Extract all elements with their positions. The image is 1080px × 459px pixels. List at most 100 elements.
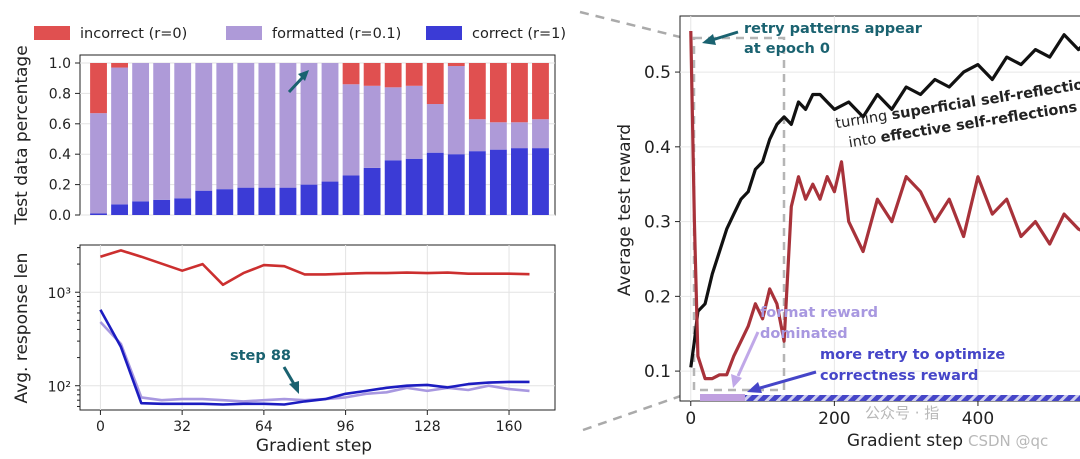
reward-series-red <box>689 30 1080 381</box>
bar-y-tick-label: 1.0 <box>49 56 71 72</box>
bar-segment <box>447 63 465 67</box>
bar-segment <box>153 63 171 200</box>
length-x-tick-label: 96 <box>337 419 355 435</box>
bar-segment <box>153 199 171 215</box>
more-retry-arrow-head <box>747 382 762 393</box>
bar-annotation-arrow-head <box>298 70 309 81</box>
watermark: 公众号 · 指 CSDN @qc <box>865 404 1048 450</box>
retry-annotation: retry patterns appear at epoch 0 <box>702 21 923 57</box>
length-y-axis-label: Avg. response len <box>12 253 32 404</box>
bar-segment <box>321 63 339 182</box>
bar-segment <box>532 148 549 215</box>
bar-segment <box>468 63 486 120</box>
legend-label-formatted: formatted (r=0.1) <box>272 26 401 42</box>
zoom-connector-bottom <box>582 390 693 432</box>
length-panel: 0 32 64 96 128 160 10² 10³ Avg. response len Gr… <box>12 244 556 456</box>
bar-segment <box>489 63 507 123</box>
bar-segment <box>90 63 107 114</box>
reward-y-axis-label: Average test reward <box>615 124 635 296</box>
bar-y-tick-label: 0.6 <box>49 117 71 133</box>
bar-segment <box>195 63 213 191</box>
bar-segment <box>405 158 423 215</box>
bar-segment <box>279 187 297 215</box>
length-series-correct <box>99 309 530 406</box>
bar-segment <box>174 63 192 199</box>
bar-segment <box>342 63 360 85</box>
length-x-tick-label: 64 <box>255 419 273 435</box>
length-y-tick-label: 10³ <box>48 286 71 302</box>
format-annotation-line1: format reward <box>760 305 878 321</box>
bar-segment <box>216 63 234 190</box>
bar-segment <box>216 189 234 215</box>
bar-segment <box>426 152 444 215</box>
length-x-axis-label: Gradient step <box>256 436 372 456</box>
bar-segment <box>195 190 213 215</box>
reward-panel: 0.10.20.30.40.50200400600 Average test r… <box>615 15 1080 451</box>
bar-segment <box>511 122 528 149</box>
bar-segment <box>300 63 318 185</box>
bar-segment <box>342 175 360 215</box>
reward-x-tick-label: 0 <box>685 409 696 429</box>
bar-segment <box>258 63 276 188</box>
bar-segment <box>111 63 128 68</box>
bar-segment <box>489 149 507 215</box>
zoom-connector-top <box>579 10 693 42</box>
bar-segment <box>405 85 423 159</box>
bar-segment <box>511 148 528 215</box>
retry-arrow-head <box>702 34 716 45</box>
bar-segment <box>468 119 486 152</box>
reward-x-tick-label: 200 <box>818 409 850 429</box>
bar-segment <box>447 66 465 155</box>
length-x-tick-label: 160 <box>496 419 523 435</box>
legend-label-correct: correct (r=1) <box>472 26 566 42</box>
length-x-tick-label: 128 <box>414 419 441 435</box>
more-retry-annotation: more retry to optimize correctness rewar… <box>747 347 1005 393</box>
reward-y-tick-label: 0.4 <box>644 138 671 158</box>
bar-segment <box>132 63 150 202</box>
length-series-incorrect <box>100 249 530 287</box>
retry-annotation-line2: at epoch 0 <box>744 41 830 57</box>
legend-label-incorrect: incorrect (r=0) <box>80 26 187 42</box>
bar-segment <box>532 119 549 149</box>
step88-arrow-shaft <box>282 366 296 385</box>
bar-segment <box>111 204 128 215</box>
bar-annotation-arrow-shaft <box>287 75 305 94</box>
bar-y-tick-label: 0.2 <box>49 178 71 194</box>
reward-series-black <box>689 33 1080 368</box>
bar-segment <box>447 154 465 215</box>
bar-segment <box>532 63 549 120</box>
reward-y-tick-label: 0.1 <box>644 362 671 382</box>
bar-segment <box>279 63 297 188</box>
length-x-tick-label: 0 <box>96 419 105 435</box>
bar-segment <box>426 63 444 105</box>
bar-segment <box>405 63 423 86</box>
bar-y-tick-label: 0.0 <box>49 208 71 224</box>
bar-segment <box>363 63 381 86</box>
length-x-tick-label: 32 <box>173 419 191 435</box>
retry-annotation-line1: retry patterns appear <box>744 21 923 37</box>
length-lines <box>99 249 530 406</box>
retry-bar <box>700 395 1080 401</box>
format-bar <box>700 394 745 401</box>
length-ticks: 0 32 64 96 128 160 10² 10³ <box>48 247 523 435</box>
reward-y-tick-label: 0.2 <box>644 287 671 307</box>
reward-y-tick-label: 0.5 <box>644 63 671 83</box>
bar-y-tick-label: 0.8 <box>49 86 71 102</box>
bar-segment <box>342 84 360 176</box>
watermark-csdn: CSDN @qc <box>968 432 1048 450</box>
watermark-brand: 公众号 · 指 <box>865 404 939 422</box>
bar-segment <box>321 181 339 215</box>
format-arrow-head <box>731 374 742 388</box>
bar-arrow-annotation <box>287 70 309 94</box>
bar-marks <box>90 63 549 215</box>
reward-ticks: 0.10.20.30.40.50200400600 <box>644 63 994 429</box>
more-retry-line2: correctness reward <box>820 368 978 384</box>
bar-segment <box>237 187 255 215</box>
reward-y-tick-label: 0.3 <box>644 213 671 233</box>
retry-arrow-shaft <box>711 30 739 42</box>
bar-segment <box>384 63 402 88</box>
bar-segment <box>90 113 107 214</box>
bar-segment <box>237 63 255 188</box>
step88-arrow <box>282 366 299 394</box>
